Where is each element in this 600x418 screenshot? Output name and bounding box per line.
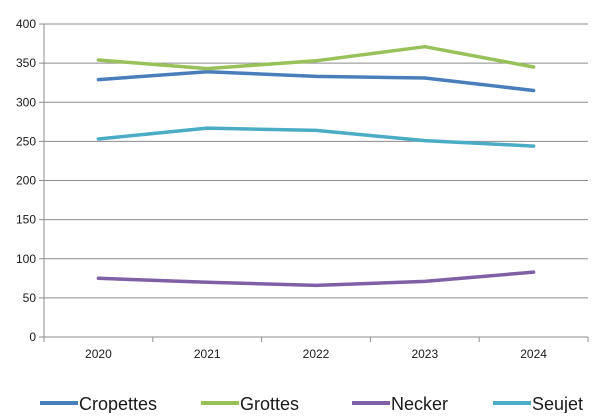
gridlines <box>44 23 588 299</box>
y-tick-label: 200 <box>16 174 36 188</box>
series-line-cropettes <box>96 69 536 93</box>
series-line-grottes <box>96 44 536 71</box>
y-tick-label: 0 <box>29 330 36 344</box>
y-tick-labels: 0 50 100 150 200 250 300 350 400 <box>16 17 36 344</box>
axes <box>39 23 589 342</box>
y-tick-label: 350 <box>16 56 36 70</box>
legend-label: Seujet <box>532 394 583 413</box>
legend: Cropettes Grottes Necker Seujet <box>40 394 583 414</box>
x-tick-label: 2021 <box>194 347 221 361</box>
legend-label: Cropettes <box>79 394 157 413</box>
x-tick-label: 2020 <box>85 347 112 361</box>
series-line-necker <box>96 270 536 288</box>
legend-label: Grottes <box>240 394 299 413</box>
series-lines <box>96 44 536 288</box>
legend-item-necker: Necker <box>352 394 448 414</box>
legend-item-cropettes: Cropettes <box>40 394 157 414</box>
y-tick-label: 300 <box>16 95 36 109</box>
x-tick-label: 2023 <box>411 347 438 361</box>
legend-label: Necker <box>391 394 448 413</box>
y-tick-label: 150 <box>16 213 36 227</box>
y-tick-label: 100 <box>16 252 36 266</box>
y-tick-label: 250 <box>16 134 36 148</box>
x-tick-labels: 2020 2021 2022 2023 2024 <box>85 347 547 361</box>
y-tick-label: 400 <box>16 17 36 31</box>
legend-item-grottes: Grottes <box>201 394 299 414</box>
y-tick-label: 50 <box>23 291 37 305</box>
series-line-seujet <box>96 126 536 148</box>
x-tick-label: 2024 <box>520 347 547 361</box>
legend-item-seujet: Seujet <box>493 394 583 414</box>
x-tick-label: 2022 <box>303 347 330 361</box>
